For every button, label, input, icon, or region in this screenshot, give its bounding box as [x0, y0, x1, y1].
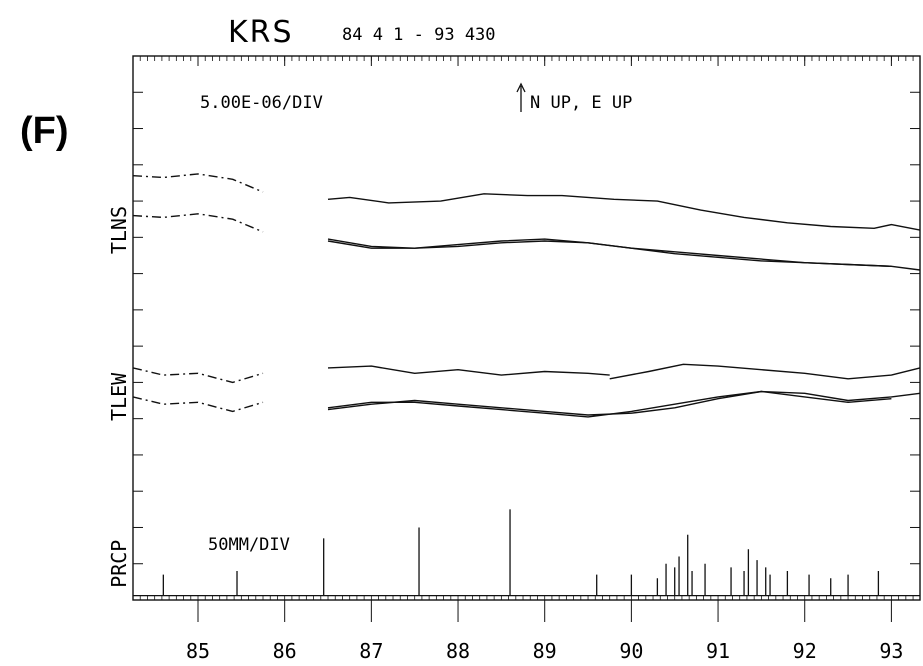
series-tlns-1	[132, 173, 264, 193]
series-tlns-3	[327, 193, 921, 231]
x-tick-label: 92	[793, 639, 817, 663]
series-layer	[132, 173, 921, 418]
series-tlns-5	[327, 238, 892, 267]
scale-annotation: 5.00E-06/DIV	[200, 93, 323, 113]
series-tlew-8	[327, 365, 610, 376]
x-tick-label: 86	[273, 639, 297, 663]
plot-frame	[132, 55, 921, 601]
x-tick-label: 91	[706, 639, 730, 663]
chart-title: KRS	[228, 15, 294, 50]
series-tlew-9	[609, 363, 921, 380]
precip-scale-annotation: 50MM/DIV	[208, 535, 290, 555]
x-tick-label: 87	[359, 639, 383, 663]
series-tlns-2	[132, 213, 264, 233]
x-tick-label: 93	[879, 639, 903, 663]
series-tlew-6	[132, 367, 264, 384]
labels-layer: 85 86 87 88 89 90 91 92 93 TLNS TLEW PRCP	[107, 82, 903, 663]
channel-label-tlew: TLEW	[107, 372, 131, 421]
chart-subtitle: 84 4 1 - 93 430	[342, 25, 496, 45]
x-tick-label: 89	[533, 639, 557, 663]
channel-label-tlns: TLNS	[107, 206, 131, 254]
x-tick-label: 90	[619, 639, 643, 663]
direction-annotation: N UP, E UP	[530, 93, 632, 113]
plot-area	[132, 55, 921, 622]
precipitation-layer	[133, 509, 920, 597]
series-tlew-7	[132, 396, 264, 413]
series-tlew-11	[327, 390, 892, 418]
panel-label: (F)	[20, 110, 69, 152]
channel-label-prcp: PRCP	[107, 540, 131, 588]
x-tick-label: 85	[186, 639, 210, 663]
north-arrowhead-icon	[516, 82, 526, 93]
x-tick-label: 88	[446, 639, 470, 663]
series-tlns-4	[327, 238, 921, 271]
series-tlew-10	[327, 390, 921, 416]
